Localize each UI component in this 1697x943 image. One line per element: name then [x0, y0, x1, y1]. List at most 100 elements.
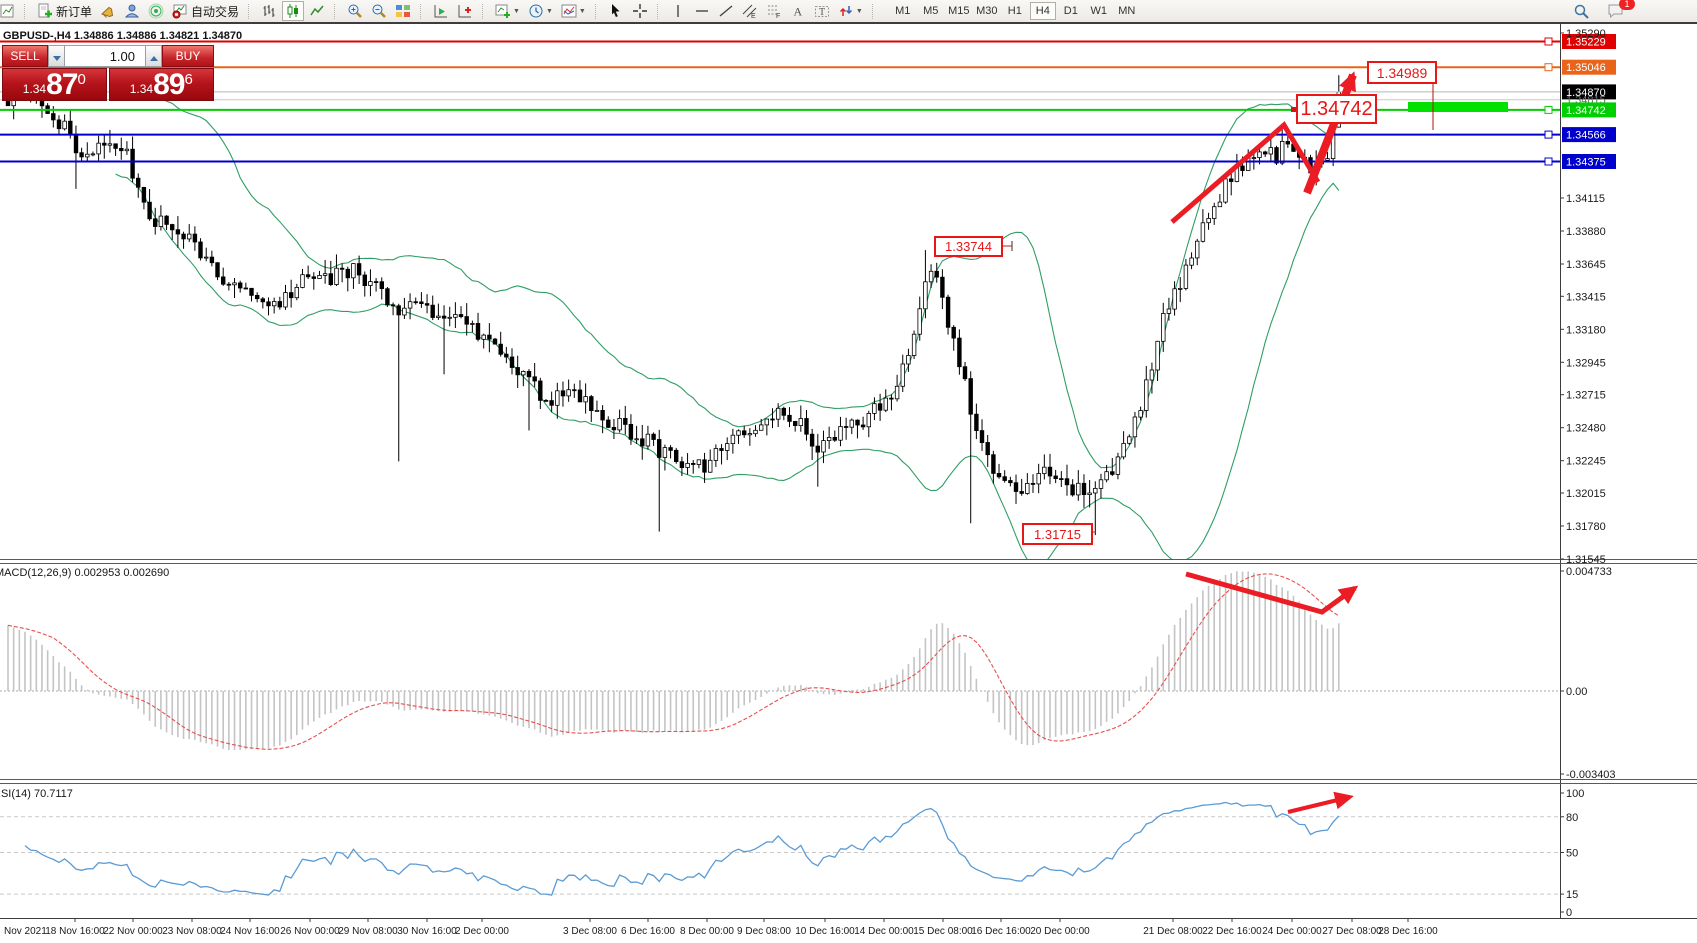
- sell-button[interactable]: SELL: [2, 45, 48, 67]
- toolbar-grip: [482, 3, 487, 19]
- chart-window-button[interactable]: [0, 1, 18, 21]
- svg-text:18 Nov 16:00: 18 Nov 16:00: [45, 926, 105, 937]
- autoscroll-button[interactable]: [430, 1, 452, 21]
- cursor-icon: [611, 4, 620, 17]
- svg-text:1.32715: 1.32715: [1566, 390, 1606, 402]
- horizontal-line-button[interactable]: [691, 1, 713, 21]
- buy-price-pip: 6: [184, 71, 193, 88]
- svg-text:6 Dec 16:00: 6 Dec 16:00: [621, 926, 675, 937]
- triangle-down-icon: [52, 55, 61, 61]
- svg-text:14 Dec 00:00: 14 Dec 00:00: [854, 926, 914, 937]
- svg-text:1.34742: 1.34742: [1566, 105, 1606, 117]
- volume-input[interactable]: [65, 45, 145, 67]
- dropdown-arrow-icon: ▼: [513, 7, 520, 15]
- autotrading-label: 自动交易: [191, 4, 240, 19]
- buy-price-display[interactable]: 1.34 89 6: [108, 68, 214, 101]
- svg-text:26 Nov 00:00: 26 Nov 00:00: [280, 926, 340, 937]
- anchored-price-label[interactable]: 1.31715: [1022, 523, 1093, 545]
- trend-arrow[interactable]: [1185, 571, 1359, 615]
- svg-text:E: E: [751, 13, 756, 19]
- svg-text:1.33880: 1.33880: [1566, 226, 1606, 238]
- crosshair-button[interactable]: [629, 1, 651, 21]
- indicators-dropdown[interactable]: ▼: [558, 1, 589, 21]
- tab-timeframe-H1[interactable]: H1: [1002, 2, 1028, 20]
- volume-control: [48, 45, 162, 67]
- tab-timeframe-M30[interactable]: M30: [974, 2, 1000, 20]
- buy-price-big-digits: 89: [153, 68, 185, 101]
- candlestick-chart-button[interactable]: [282, 1, 305, 21]
- tab-timeframe-M15[interactable]: M15: [946, 2, 972, 20]
- zoom-out-icon: [372, 4, 386, 18]
- zoom-in-button[interactable]: [344, 1, 366, 21]
- sell-price-display[interactable]: 1.34 87 0: [2, 68, 107, 101]
- shapes-dropdown[interactable]: ▼: [835, 1, 866, 21]
- bar-chart-button[interactable]: [258, 1, 280, 21]
- signals-button[interactable]: [145, 1, 167, 21]
- tab-timeframe-M5[interactable]: M5: [918, 2, 944, 20]
- horn-button[interactable]: [97, 1, 119, 21]
- notifications-button[interactable]: 1: [1604, 0, 1635, 21]
- trend-arrow[interactable]: [1170, 121, 1321, 224]
- new-order-label: 新订单: [56, 4, 93, 19]
- sell-price-prefix: 1.34: [22, 82, 47, 96]
- anchored-price-label[interactable]: 1.33744: [934, 236, 1003, 257]
- text-label-button[interactable]: T: [811, 1, 833, 21]
- tab-timeframe-D1[interactable]: D1: [1058, 2, 1084, 20]
- anchored-price-label[interactable]: 1.34742: [1296, 94, 1377, 124]
- dropdown-arrow-icon: ▼: [578, 7, 586, 15]
- vertical-line-button[interactable]: [667, 1, 689, 21]
- fibonacci-button[interactable]: F: [763, 1, 785, 21]
- toolbar-grip: [334, 3, 339, 19]
- chart-window-icon: [0, 4, 14, 18]
- svg-text:1.34566: 1.34566: [1566, 130, 1606, 142]
- line-chart-button[interactable]: [306, 1, 328, 21]
- tab-timeframe-M1[interactable]: M1: [890, 2, 916, 20]
- trend-arrow[interactable]: [1287, 791, 1354, 814]
- toolbar-grip: [248, 3, 253, 19]
- cursor-button[interactable]: [605, 1, 627, 21]
- svg-text:1.33180: 1.33180: [1566, 324, 1606, 336]
- svg-text:8 Dec 00:00: 8 Dec 00:00: [680, 926, 734, 937]
- text-button[interactable]: A: [787, 1, 809, 21]
- account-button[interactable]: [121, 1, 143, 21]
- text-label-icon: T: [814, 6, 829, 18]
- green-highlight-bar[interactable]: [1408, 102, 1508, 112]
- zoom-out-button[interactable]: [368, 1, 390, 21]
- new-chart-dropdown[interactable]: ▼: [492, 1, 523, 21]
- svg-text:24 Nov 16:00: 24 Nov 16:00: [220, 926, 280, 937]
- search-button[interactable]: [1570, 1, 1593, 21]
- crosshair-icon: [632, 4, 647, 18]
- svg-text:22 Nov 00:00: 22 Nov 00:00: [103, 926, 163, 937]
- sonar-icon: [148, 3, 164, 19]
- horn-icon: [101, 6, 114, 18]
- chart-shift-button[interactable]: [454, 1, 476, 21]
- svg-text:23 Nov 08:00: 23 Nov 08:00: [162, 926, 222, 937]
- trendline-icon: [719, 5, 733, 17]
- equidistant-channel-button[interactable]: E: [739, 1, 761, 21]
- tab-timeframe-W1[interactable]: W1: [1086, 2, 1112, 20]
- svg-text:A: A: [793, 5, 802, 19]
- tab-timeframe-MN[interactable]: MN: [1114, 2, 1140, 20]
- profiles-dropdown[interactable]: ▼: [525, 1, 556, 21]
- autotrading-button[interactable]: 自动交易: [169, 1, 242, 21]
- tile-windows-button[interactable]: [392, 1, 414, 21]
- svg-text:0.004733: 0.004733: [1566, 566, 1612, 578]
- trendline-button[interactable]: [715, 1, 737, 21]
- svg-text:-0.003403: -0.003403: [1566, 769, 1616, 781]
- new-order-button[interactable]: 新订单: [34, 1, 95, 21]
- svg-text:100: 100: [1566, 788, 1584, 800]
- autotrading-icon: [172, 4, 187, 19]
- tile-windows-icon: [396, 5, 411, 17]
- svg-text:1.34115: 1.34115: [1566, 193, 1605, 205]
- anchored-price-label[interactable]: 1.34989: [1367, 61, 1437, 84]
- tab-timeframe-H4[interactable]: H4: [1029, 2, 1056, 20]
- svg-text:50: 50: [1566, 848, 1578, 860]
- svg-text:16 Dec 16:00: 16 Dec 16:00: [971, 926, 1031, 937]
- volume-decrease-button[interactable]: [48, 45, 65, 67]
- svg-text:1.35290: 1.35290: [1566, 28, 1606, 40]
- svg-text:22 Dec 16:00: 22 Dec 16:00: [1202, 926, 1262, 937]
- buy-button[interactable]: BUY: [162, 45, 214, 67]
- volume-increase-button[interactable]: [145, 45, 162, 67]
